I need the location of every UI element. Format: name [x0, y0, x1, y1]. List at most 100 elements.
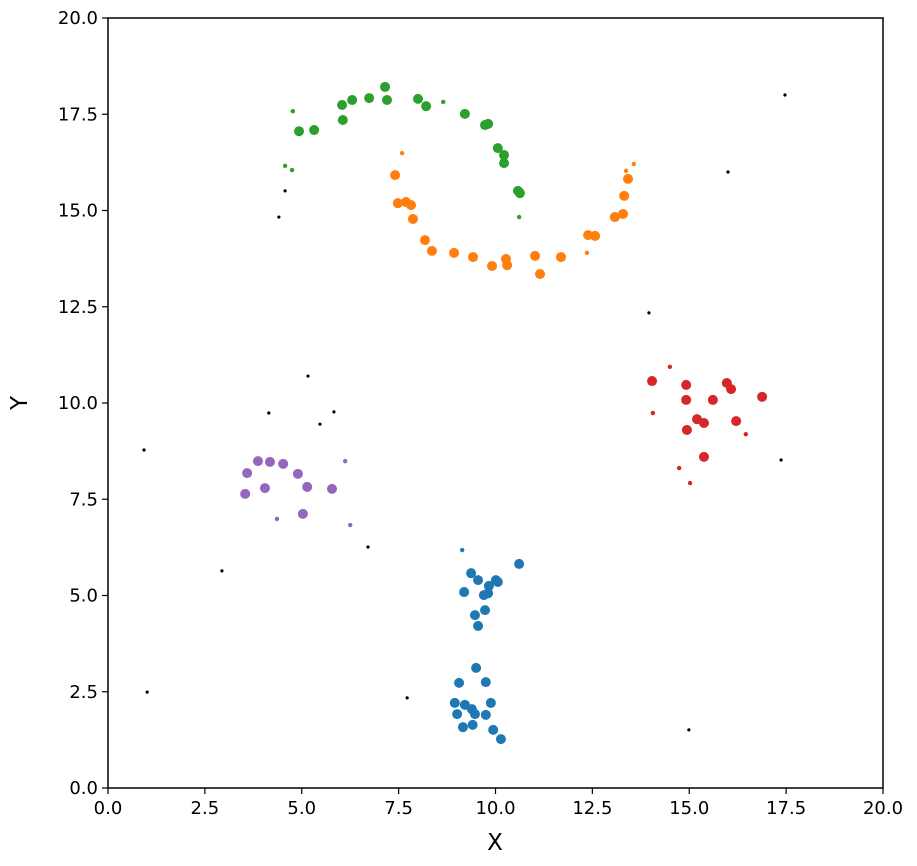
cluster-0-point [467, 719, 478, 730]
noise-point [220, 569, 224, 573]
cluster-3-point [667, 364, 673, 370]
cluster-0-point [483, 580, 494, 591]
x-tick-label: 0.0 [94, 798, 123, 819]
noise-point [332, 410, 336, 414]
cluster-1-point [419, 235, 430, 246]
cluster-2-point [289, 167, 295, 173]
cluster-2-point [459, 108, 470, 119]
x-tick-label: 17.5 [766, 798, 806, 819]
y-tick-label: 20.0 [58, 8, 98, 29]
cluster-0-point [457, 722, 468, 733]
x-tick-label: 15.0 [669, 798, 709, 819]
cluster-4-point [252, 456, 263, 467]
x-tick-label: 7.5 [384, 798, 413, 819]
data-points [142, 81, 787, 745]
cluster-1-point [609, 212, 620, 223]
cluster-0-point [469, 709, 480, 720]
cluster-1-point [623, 173, 634, 184]
cluster-2-point [516, 214, 522, 220]
cluster-4-point [278, 458, 289, 469]
cluster-1-point [590, 230, 601, 241]
y-tick-label: 15.0 [58, 201, 98, 222]
cluster-3-point [647, 376, 658, 387]
noise-point [306, 374, 310, 378]
cluster-3-point [681, 424, 692, 435]
noise-point [283, 189, 287, 193]
y-tick-label: 17.5 [58, 104, 98, 125]
noise-point [687, 728, 691, 732]
cluster-2-point [421, 101, 432, 112]
cluster-1-point [555, 252, 566, 263]
noise-point [318, 422, 322, 426]
cluster-1-point [487, 260, 498, 271]
cluster-0-point [514, 558, 525, 569]
cluster-4-point [297, 508, 308, 519]
noise-point [145, 690, 149, 694]
cluster-0-point [473, 620, 484, 631]
cluster-3-point [726, 384, 737, 395]
cluster-0-point [480, 605, 491, 616]
cluster-1-point [407, 213, 418, 224]
y-tick-label: 5.0 [69, 586, 98, 607]
cluster-2-point [499, 150, 510, 161]
cluster-3-point [698, 418, 709, 429]
cluster-4-point [264, 456, 275, 467]
cluster-1-point [617, 208, 628, 219]
cluster-2-point [282, 163, 288, 169]
cluster-2-point [309, 125, 320, 136]
cluster-1-point [631, 161, 637, 167]
cluster-1-point [502, 260, 513, 271]
cluster-0-point [454, 677, 465, 688]
cluster-3-point [681, 379, 692, 390]
cluster-3-point [676, 465, 682, 471]
cluster-1-point [584, 250, 590, 256]
cluster-4-point [240, 488, 251, 499]
cluster-2-point [294, 126, 305, 137]
cluster-2-point [337, 100, 348, 111]
cluster-2-point [514, 188, 525, 199]
cluster-2-point [413, 93, 423, 104]
cluster-0-point [459, 547, 465, 553]
cluster-2-point [347, 95, 358, 106]
y-tick-label: 2.5 [69, 682, 98, 703]
x-tick-label: 2.5 [191, 798, 220, 819]
y-axis-ticks: 0.0 2.5 5.0 7.5 10.0 12.5 15.0 17.5 20.0 [58, 8, 108, 799]
x-axis-ticks: 0.0 2.5 5.0 7.5 10.0 12.5 15.0 17.5 20.0 [94, 788, 903, 819]
noise-point [783, 93, 787, 97]
cluster-1-point [392, 198, 403, 209]
cluster-4-point [259, 483, 270, 494]
cluster-2-point [492, 143, 503, 154]
cluster-4-point [274, 516, 280, 522]
y-tick-label: 12.5 [58, 297, 98, 318]
noise-point [142, 448, 146, 452]
cluster-2-point [483, 118, 494, 129]
x-tick-label: 10.0 [475, 798, 515, 819]
cluster-4-point [342, 458, 348, 464]
x-tick-label: 5.0 [287, 798, 316, 819]
cluster-1-point [390, 170, 401, 181]
cluster-4-point [242, 468, 253, 479]
cluster-0-point [449, 697, 460, 708]
cluster-1-point [530, 250, 541, 261]
cluster-3-point [743, 431, 749, 437]
y-tick-label: 10.0 [58, 393, 98, 414]
cluster-0-point [480, 709, 491, 720]
cluster-0-point [466, 568, 477, 579]
cluster-2-point [382, 95, 392, 106]
noise-point [277, 215, 281, 219]
cluster-0-point [473, 575, 484, 586]
cluster-0-point [469, 610, 480, 621]
plot-area [107, 17, 884, 789]
cluster-0-point [471, 662, 482, 673]
cluster-1-point [623, 168, 629, 174]
x-axis-label: X [487, 830, 503, 856]
noise-point [405, 696, 409, 700]
cluster-1-point [468, 252, 479, 263]
cluster-1-point [619, 190, 630, 201]
cluster-0-point [488, 724, 499, 735]
cluster-0-point [485, 697, 496, 708]
cluster-4-point [326, 483, 337, 494]
cluster-3-point [698, 451, 709, 462]
y-axis-label: Y [7, 395, 33, 411]
